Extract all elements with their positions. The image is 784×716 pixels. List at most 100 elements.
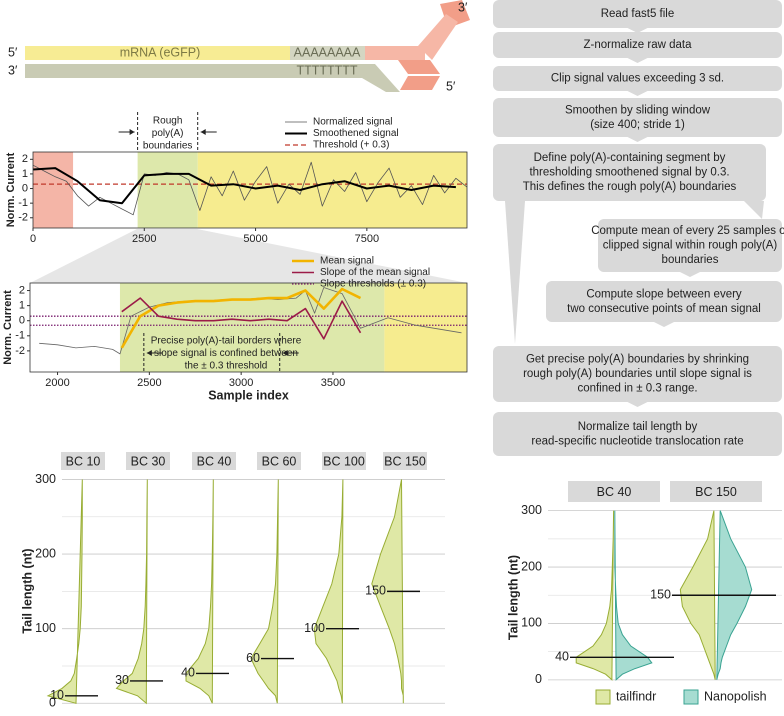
violin xyxy=(575,510,615,681)
y-tick-label: 1 xyxy=(22,168,28,180)
y-tick-label: -2 xyxy=(18,212,28,224)
median-label: 40 xyxy=(555,650,569,664)
y-tick-label: 300 xyxy=(35,472,56,486)
annotation-text: Precise poly(A)-tail borders where xyxy=(151,336,302,347)
facet-label: BC 40 xyxy=(197,454,232,468)
violin xyxy=(614,510,653,681)
facet-header xyxy=(670,481,762,502)
facet-header xyxy=(61,452,105,470)
strand-bend xyxy=(418,14,458,60)
legend-label: tailfindr xyxy=(616,689,656,703)
y-axis-title: Norm. Current xyxy=(2,290,14,365)
median-label: 60 xyxy=(246,651,260,665)
mrna-label: mRNA (eGFP) xyxy=(120,45,201,59)
facet-label: BC 150 xyxy=(384,454,426,468)
violin xyxy=(313,479,344,704)
facet-label: BC 100 xyxy=(323,454,365,468)
legend-label: Normalized signal xyxy=(313,117,392,128)
arrow-head xyxy=(129,129,135,135)
violin xyxy=(250,479,279,704)
x-tick-label: 2500 xyxy=(132,233,156,245)
flow-step-text: Normalize tail length by xyxy=(578,421,698,433)
y-axis-title: Norm. Current xyxy=(5,152,17,227)
flow-step-text: Get precise poly(A) boundaries by shrink… xyxy=(526,354,749,366)
signal-line xyxy=(32,167,456,205)
flow-arrow xyxy=(505,201,525,344)
annotation-text: poly(A) xyxy=(152,128,184,139)
flow-step-text: Z-normalize raw data xyxy=(583,39,692,51)
region xyxy=(119,283,385,372)
facet-header xyxy=(383,452,427,470)
legend-label: Smoothened signal xyxy=(313,128,399,139)
flow-step-text: Read fast5 file xyxy=(601,8,675,20)
region xyxy=(384,283,467,372)
y-tick-label: 1 xyxy=(19,300,25,312)
flow-step-text: two consecutive points of mean signal xyxy=(567,303,761,315)
polya-label: AAAAAAAA xyxy=(294,45,361,59)
flow-step-box xyxy=(493,0,782,28)
legend-label: Threshold (+ 0.3) xyxy=(313,140,389,151)
flow-arrow xyxy=(627,402,648,407)
flow-step-box xyxy=(493,144,766,201)
x-tick-label: 3500 xyxy=(321,377,345,389)
strand-end-label: 3′ xyxy=(458,0,468,14)
y-tick-label: 300 xyxy=(521,503,542,517)
flow-arrow xyxy=(627,58,648,63)
facet-header xyxy=(322,452,366,470)
plot-frame xyxy=(32,151,468,229)
y-axis-title: Tail length (nt) xyxy=(506,555,520,640)
strand-bend xyxy=(362,64,400,92)
region xyxy=(33,152,74,228)
region xyxy=(137,152,198,228)
x-tick-label: 0 xyxy=(30,233,36,245)
legend-label: Nanopolish xyxy=(704,689,767,703)
polya-bar xyxy=(290,46,365,60)
flow-step-box xyxy=(598,219,782,272)
legend-swatch xyxy=(683,689,699,705)
flow-step-box xyxy=(493,346,782,402)
cdna-bar xyxy=(25,64,375,78)
flow-step-box xyxy=(493,32,782,58)
y-tick-label: 2 xyxy=(22,153,28,165)
flow-step-text: (size 400; stride 1) xyxy=(590,119,685,131)
flow-step-text: rough poly(A) boundaries until slope sig… xyxy=(523,368,752,380)
region xyxy=(197,152,467,228)
violin xyxy=(185,479,214,704)
flow-step-text: Define poly(A)-containing segment by xyxy=(534,152,726,164)
median-label: 40 xyxy=(181,666,195,680)
zoom-connector xyxy=(30,229,467,283)
flow-arrow xyxy=(627,28,648,33)
flow-connectors xyxy=(505,201,764,344)
adapter-shape xyxy=(398,60,440,74)
facet-header xyxy=(126,452,170,470)
y-tick-label: -2 xyxy=(15,345,25,357)
median-label: 150 xyxy=(365,584,386,598)
annotation-text: Rough xyxy=(153,116,182,127)
legend-label: Mean signal xyxy=(320,256,374,267)
adapter-bar xyxy=(365,46,425,60)
x-tick-label: 3000 xyxy=(229,377,253,389)
flow-step-text: Smoothen by sliding window xyxy=(565,104,711,116)
y-axis-title: Tail length (nt) xyxy=(20,548,34,633)
flow-step-text: confined in ± 0.3 range. xyxy=(577,383,697,395)
arrow-head xyxy=(282,350,288,356)
facet-header xyxy=(257,452,301,470)
flow-step-text: Clip signal values exceeding 3 sd. xyxy=(551,73,724,85)
y-tick-label: 0 xyxy=(535,672,542,686)
flow-step-text: boundaries xyxy=(662,254,719,266)
y-tick-label: 200 xyxy=(35,546,56,560)
y-tick-label: -1 xyxy=(15,330,25,342)
strand-end-label: 5′ xyxy=(446,79,456,93)
signal-line xyxy=(121,297,362,340)
flow-step-box xyxy=(493,66,782,91)
annotation-text: slope signal is confined between xyxy=(154,348,298,359)
y-tick-label: 0 xyxy=(19,315,25,327)
annotation-text: the ± 0.3 threshold xyxy=(185,361,268,372)
y-tick-label: 2 xyxy=(19,284,25,296)
facet-label: BC 40 xyxy=(597,485,632,499)
median-label: 30 xyxy=(115,673,129,687)
facet-header xyxy=(192,452,236,470)
strand-end-label: 5′ xyxy=(8,45,18,59)
facet-label: BC 10 xyxy=(66,454,101,468)
arrow-head xyxy=(146,350,152,356)
